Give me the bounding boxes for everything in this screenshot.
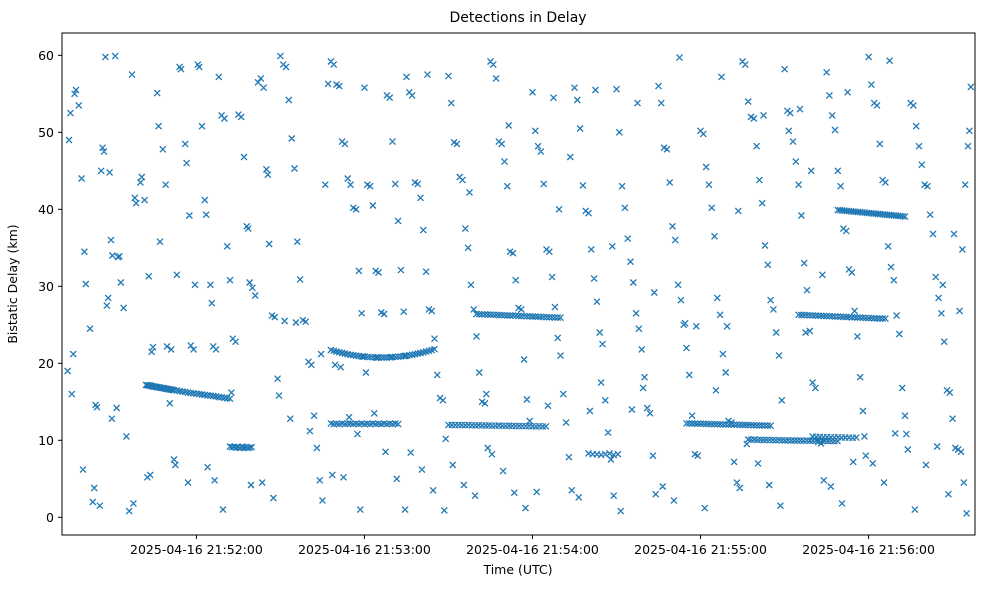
y-tick-label: 50 xyxy=(38,125,54,140)
y-tick-label: 0 xyxy=(46,510,54,525)
y-tick-label: 30 xyxy=(38,279,54,294)
scatter-markers xyxy=(64,52,975,517)
y-tick-label: 40 xyxy=(38,202,54,217)
x-tick-label: 2025-04-16 21:53:00 xyxy=(298,542,431,557)
y-tick-label: 60 xyxy=(38,48,54,63)
x-tick-label: 2025-04-16 21:56:00 xyxy=(802,542,935,557)
chart-title: Detections in Delay xyxy=(449,10,586,26)
plot-area xyxy=(61,32,976,536)
y-axis-ticks: 0 10 20 30 40 50 60 xyxy=(38,48,62,525)
x-tick-label: 2025-04-16 21:52:00 xyxy=(130,542,263,557)
x-tick-label: 2025-04-16 21:55:00 xyxy=(634,542,767,557)
x-tick-label: 2025-04-16 21:54:00 xyxy=(466,542,599,557)
y-axis-label: Bistatic Delay (km) xyxy=(5,224,20,343)
marker-path xyxy=(64,52,975,517)
y-tick-label: 20 xyxy=(38,356,54,371)
y-tick-label: 10 xyxy=(38,433,54,448)
x-axis-label: Time (UTC) xyxy=(482,562,552,577)
x-axis-ticks: 2025-04-16 21:52:00 2025-04-16 21:53:00 20… xyxy=(130,535,935,557)
